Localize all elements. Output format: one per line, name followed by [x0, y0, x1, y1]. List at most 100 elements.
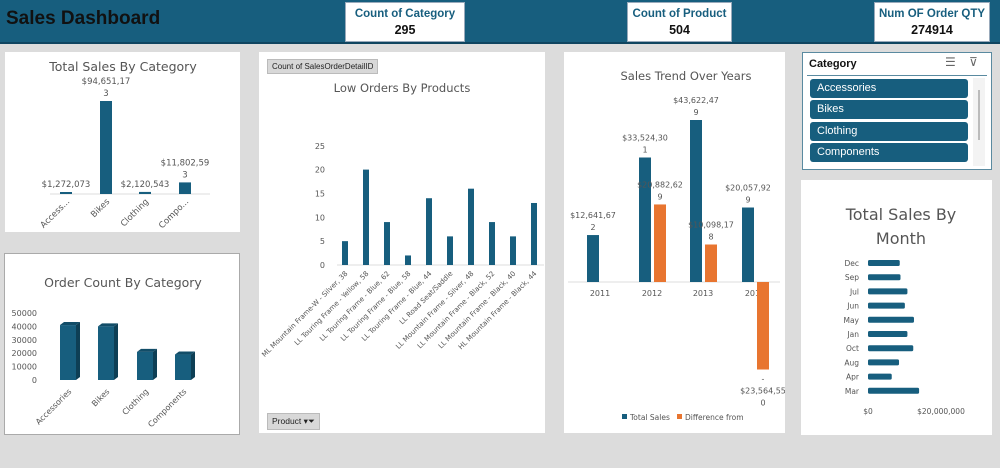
- bar-side: [191, 351, 195, 380]
- kpi-value: 274914: [911, 23, 953, 37]
- y-tick-label: 20: [315, 166, 325, 175]
- total-sales-bar: [690, 120, 702, 282]
- bar: [868, 260, 900, 266]
- data-label: $1,272,073: [42, 180, 91, 190]
- bar: [179, 182, 191, 194]
- y-tick-label: 30000: [12, 336, 37, 345]
- category-label: Bikes: [90, 387, 111, 408]
- y-tick-label: 10: [315, 213, 325, 222]
- chart-sales-trend-over-years[interactable]: Sales Trend Over Years 2011 2012 2013 2014 $1…: [564, 52, 785, 433]
- slicer-item-accessories[interactable]: Accessories: [810, 79, 968, 98]
- total-sales-bar: [587, 235, 599, 282]
- dashboard-title: Sales Dashboard: [6, 8, 161, 29]
- data-label: 1: [642, 146, 647, 155]
- data-label: 0: [760, 399, 765, 408]
- y-tick-label: 50000: [12, 309, 37, 318]
- month-label: Jul: [849, 287, 859, 296]
- slicer-item-components[interactable]: Components: [810, 143, 968, 162]
- bar: [468, 188, 474, 265]
- bar: [868, 359, 900, 366]
- total-sales-bar: [639, 157, 651, 282]
- x-tick-label: 2013: [693, 289, 713, 298]
- kpi-label: Count of Category: [354, 8, 456, 20]
- data-label: -: [762, 375, 765, 384]
- category-label: LL Mountain Frame - Black, 40: [437, 270, 518, 351]
- difference-bar: [705, 244, 717, 282]
- scrollbar-thumb[interactable]: [978, 90, 980, 140]
- bar: [868, 373, 892, 380]
- data-label: $12,641,67: [570, 211, 616, 220]
- bar: [868, 345, 914, 352]
- filter-dropdown-icon[interactable]: ▾⏷: [303, 416, 315, 426]
- header-bar: Sales Dashboard: [0, 0, 1000, 44]
- month-label: Dec: [844, 259, 859, 268]
- bar: [100, 101, 112, 194]
- bar-top: [137, 348, 157, 352]
- category-label: LL Mountain Frame - Black, 52: [416, 270, 497, 351]
- category-label: Clothing: [121, 387, 151, 417]
- data-label: 9: [693, 108, 698, 117]
- month-label: Jun: [846, 302, 859, 311]
- month-label: Sep: [845, 273, 859, 282]
- bar: [139, 191, 151, 194]
- x-tick-label: 2012: [642, 289, 662, 298]
- chart-low-orders-by-products[interactable]: Low Orders By Products 0 5 10 15 20 25 ML Mount…: [259, 52, 545, 433]
- category-label: Accessories: [34, 387, 74, 427]
- chart-order-count-by-category[interactable]: Order Count By Category 0 10000 20000 30000 4…: [4, 253, 240, 435]
- month-label: Jan: [846, 330, 859, 339]
- bar: [363, 169, 369, 265]
- kpi-count-category: Count of Category 295: [345, 2, 465, 42]
- clear-filter-icon[interactable]: ⊽: [969, 55, 978, 69]
- kpi-count-product: Count of Product 504: [627, 2, 732, 42]
- bar: [510, 236, 516, 265]
- data-label: $33,524,30: [622, 134, 668, 143]
- chart-total-sales-by-month[interactable]: Total Sales By Month Dec Sep Jul Jun May Jan Oct…: [801, 180, 992, 435]
- chart-total-sales-by-category[interactable]: Total Sales By Category $1,272,073 Access.…: [5, 52, 240, 232]
- chart-title-line1: Total Sales By: [845, 205, 957, 224]
- x-tick-label: 2014: [745, 289, 765, 298]
- bar: [137, 351, 153, 380]
- kpi-order-qty: Num OF Order QTY 274914: [874, 2, 990, 42]
- category-label: Components: [146, 387, 188, 429]
- legend-label: Total Sales: [629, 413, 670, 422]
- legend-label: Difference from: [685, 413, 744, 422]
- data-label: 8: [708, 232, 713, 241]
- y-tick-label: 5: [320, 237, 325, 246]
- slicer-item-clothing[interactable]: Clothing: [810, 122, 968, 141]
- category-label: ML Mountain Frame-W - Silver, 38: [260, 270, 349, 359]
- bar: [868, 274, 901, 281]
- slicer-item-bikes[interactable]: Bikes: [810, 100, 968, 119]
- data-label: 9: [657, 192, 662, 201]
- bar-side: [76, 322, 80, 380]
- data-label: $23,564,55: [740, 387, 785, 396]
- category-label: Bikes: [89, 197, 112, 220]
- category-label: Clothing: [119, 197, 151, 229]
- data-label: 9: [745, 196, 750, 205]
- bar: [868, 331, 908, 337]
- difference-bar: [654, 204, 666, 282]
- bar-side: [153, 348, 157, 380]
- data-label: $20,882,62: [637, 180, 683, 189]
- slicer-scrollbar[interactable]: [973, 78, 985, 166]
- bar-side: [114, 323, 118, 380]
- value-field-button[interactable]: Count of SalesOrderDetailID: [267, 59, 379, 74]
- kpi-value: 295: [394, 23, 416, 37]
- bar: [60, 325, 76, 380]
- data-label: $20,057,92: [725, 184, 771, 193]
- bar: [868, 302, 905, 309]
- bar: [489, 222, 495, 265]
- month-label: May: [843, 316, 859, 325]
- bar: [868, 387, 920, 394]
- chart-title-line2: Month: [876, 229, 926, 248]
- y-tick-label: 20000: [12, 349, 37, 358]
- product-filter-button[interactable]: Product ▾⏷: [267, 413, 320, 430]
- multi-select-icon[interactable]: ☰: [945, 55, 956, 69]
- category-slicer: Category ☰ ⊽ Accessories Bikes Clothing …: [802, 52, 992, 170]
- total-sales-bar: [742, 207, 754, 282]
- data-label: $10,098,17: [688, 220, 734, 229]
- kpi-label: Num OF Order QTY: [878, 8, 986, 20]
- bar: [384, 222, 390, 265]
- chart-title: Total Sales By Category: [48, 59, 197, 74]
- data-label: 3: [103, 89, 108, 99]
- bar: [342, 241, 348, 265]
